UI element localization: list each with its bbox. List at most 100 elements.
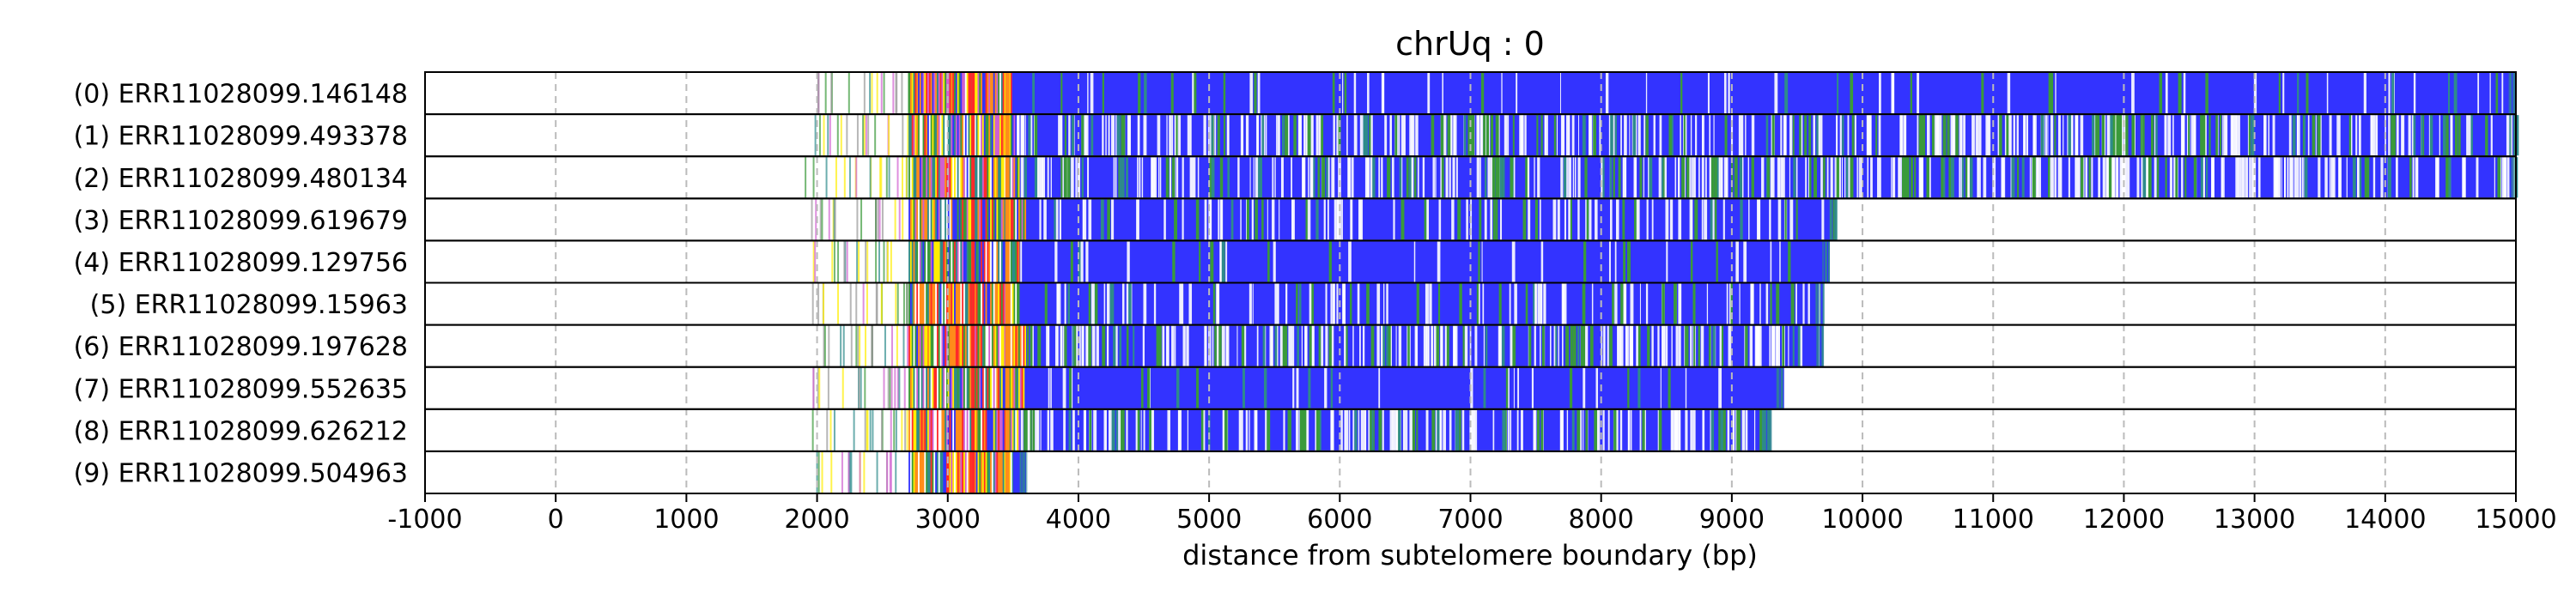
gap-mark bbox=[1540, 241, 1544, 282]
variant-mark bbox=[1023, 367, 1026, 408]
gap-mark bbox=[2121, 157, 2123, 198]
variant-mark bbox=[1000, 199, 1004, 240]
variant-mark bbox=[977, 409, 981, 451]
gap-mark bbox=[1758, 199, 1761, 240]
variant-mark bbox=[1344, 73, 1347, 114]
variant-mark bbox=[1208, 409, 1211, 451]
variant-mark bbox=[1017, 157, 1020, 198]
early-mark bbox=[823, 325, 826, 366]
gap-mark bbox=[2401, 115, 2403, 156]
gap-mark bbox=[1813, 115, 1816, 156]
variant-mark bbox=[938, 199, 941, 240]
variant-mark bbox=[927, 157, 931, 198]
variant-mark bbox=[962, 157, 965, 198]
variant-mark bbox=[2470, 115, 2473, 156]
variant-mark bbox=[988, 409, 992, 451]
variant-mark bbox=[1533, 283, 1535, 324]
gap-mark bbox=[2263, 115, 2266, 156]
gap-mark bbox=[1543, 283, 1546, 324]
gap-mark bbox=[1075, 157, 1078, 198]
gap-mark bbox=[1197, 157, 1200, 198]
variant-mark bbox=[922, 367, 926, 408]
variant-mark bbox=[939, 241, 943, 282]
variant-mark bbox=[1690, 241, 1693, 282]
gap-mark bbox=[2329, 115, 2332, 156]
gap-mark bbox=[2091, 157, 2093, 198]
early-mark bbox=[828, 325, 830, 366]
variant-mark bbox=[2205, 73, 2208, 114]
variant-mark bbox=[2304, 157, 2308, 198]
gap-mark bbox=[1562, 325, 1564, 366]
variant-mark bbox=[1303, 409, 1307, 451]
variant-mark bbox=[983, 367, 987, 408]
variant-mark bbox=[938, 283, 941, 324]
gap-mark bbox=[1476, 157, 1480, 198]
gap-mark bbox=[1678, 325, 1681, 366]
variant-mark bbox=[928, 283, 932, 324]
variant-mark bbox=[947, 241, 951, 282]
variant-mark bbox=[1008, 451, 1012, 493]
gap-mark bbox=[1623, 283, 1626, 324]
x-tick-label: 15000 bbox=[2475, 505, 2556, 535]
variant-mark bbox=[1771, 115, 1775, 156]
variant-mark bbox=[981, 283, 985, 324]
variant-mark bbox=[1317, 157, 1321, 198]
variant-mark bbox=[1437, 283, 1441, 324]
gap-mark bbox=[2075, 115, 2079, 156]
gap-mark bbox=[2102, 157, 2105, 198]
early-mark bbox=[869, 409, 872, 451]
gap-mark bbox=[1291, 157, 1292, 198]
variant-mark bbox=[916, 115, 920, 156]
variant-mark bbox=[1013, 283, 1017, 324]
variant-mark bbox=[1406, 157, 1409, 198]
variant-mark bbox=[926, 283, 929, 324]
variant-mark bbox=[927, 367, 931, 408]
gap-mark bbox=[1139, 157, 1141, 198]
gap-mark bbox=[1477, 115, 1480, 156]
gap-mark bbox=[1426, 199, 1429, 240]
gap-mark bbox=[1276, 115, 1278, 156]
variant-mark bbox=[1736, 409, 1740, 451]
gap-mark bbox=[1657, 325, 1660, 366]
gap-mark bbox=[2237, 157, 2239, 198]
end-mark bbox=[1767, 409, 1770, 451]
gap-mark bbox=[1265, 409, 1267, 451]
variant-mark bbox=[2080, 157, 2084, 198]
variant-mark bbox=[1498, 283, 1502, 324]
x-tick-label: 14000 bbox=[2344, 505, 2426, 535]
early-mark bbox=[840, 325, 842, 366]
variant-mark bbox=[1369, 115, 1371, 156]
early-mark bbox=[902, 325, 905, 366]
variant-mark bbox=[1483, 367, 1486, 408]
gap-mark bbox=[1279, 325, 1284, 366]
gap-mark bbox=[2211, 157, 2215, 198]
variant-mark bbox=[979, 409, 982, 451]
gap-mark bbox=[1042, 157, 1046, 198]
gap-mark bbox=[1166, 115, 1168, 156]
gap-mark bbox=[2016, 115, 2019, 156]
variant-mark bbox=[981, 73, 985, 114]
variant-mark bbox=[999, 241, 1003, 282]
variant-mark bbox=[958, 409, 962, 451]
x-tick-label: 13000 bbox=[2214, 505, 2295, 535]
variant-mark bbox=[1623, 241, 1625, 282]
variant-mark bbox=[2184, 157, 2187, 198]
variant-mark bbox=[1797, 325, 1801, 366]
variant-mark bbox=[1371, 409, 1374, 451]
variant-mark bbox=[1199, 241, 1201, 282]
variant-mark bbox=[1642, 409, 1645, 451]
variant-mark bbox=[987, 325, 990, 366]
gap-mark bbox=[1700, 325, 1704, 366]
gap-mark bbox=[2268, 115, 2270, 156]
variant-mark bbox=[1023, 199, 1026, 240]
variant-mark bbox=[935, 241, 939, 282]
variant-mark bbox=[991, 409, 994, 451]
variant-mark bbox=[996, 451, 999, 493]
gap-mark bbox=[1675, 325, 1679, 366]
variant-mark bbox=[987, 283, 990, 324]
early-mark bbox=[805, 157, 807, 198]
gap-mark bbox=[1966, 157, 1970, 198]
early-mark bbox=[898, 199, 901, 240]
gap-mark bbox=[1663, 325, 1665, 366]
variant-mark bbox=[932, 199, 935, 240]
